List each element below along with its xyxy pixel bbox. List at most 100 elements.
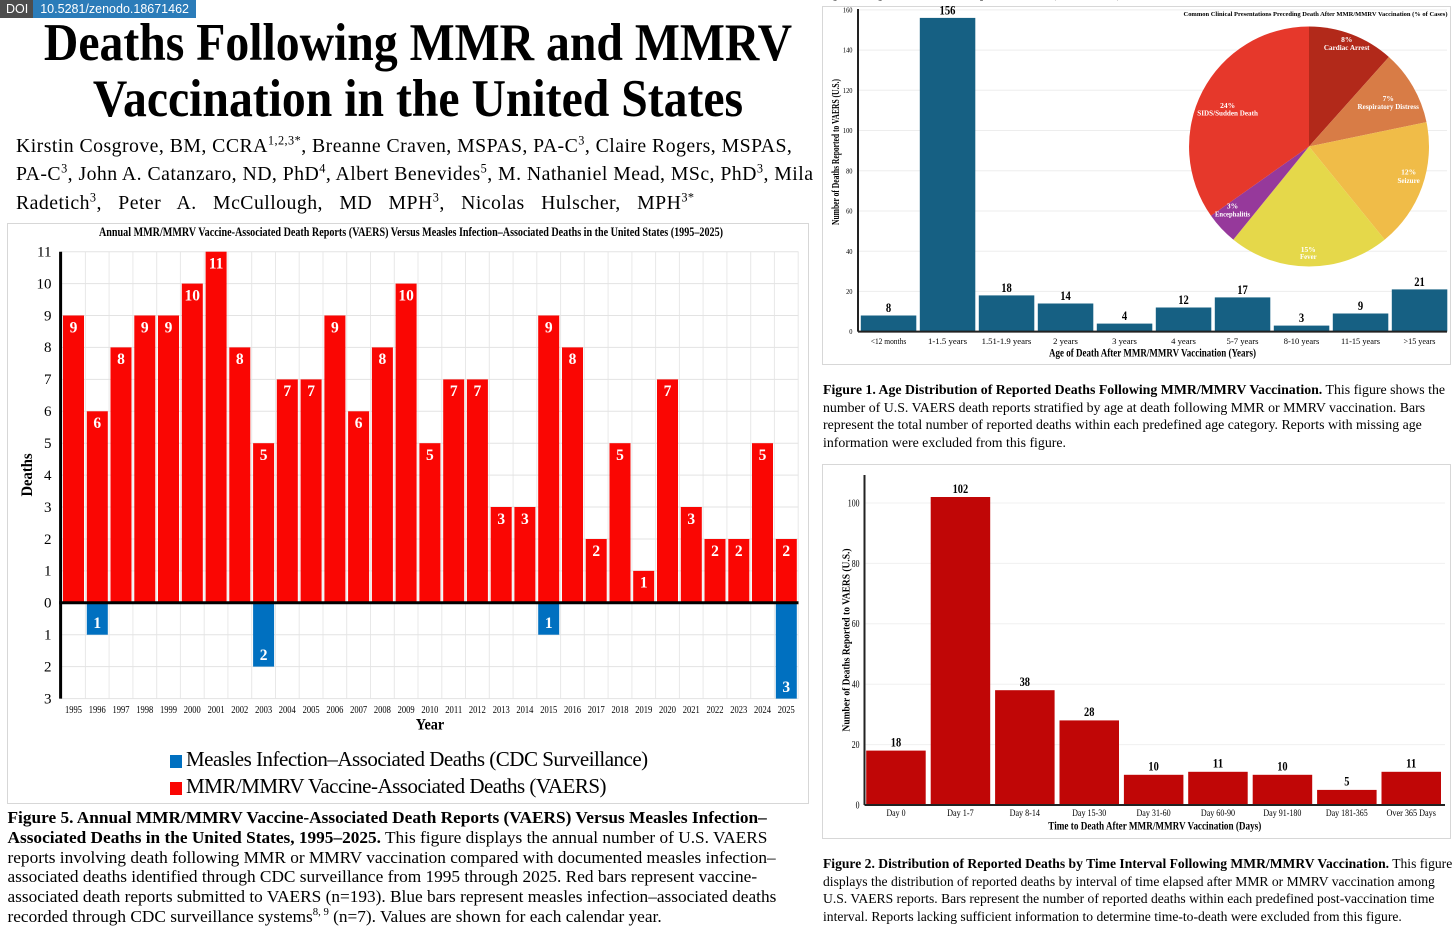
svg-text:8: 8 [569,351,577,368]
svg-text:2008: 2008 [374,705,391,716]
svg-text:Number of Deaths Reported to V: Number of Deaths Reported to VAERS (U.S.… [841,548,853,731]
svg-text:Fever: Fever [1300,252,1317,261]
svg-text:2020: 2020 [659,705,676,716]
svg-text:5: 5 [1344,775,1349,789]
svg-text:2 years: 2 years [1053,336,1078,346]
svg-text:18: 18 [891,735,901,749]
svg-text:9: 9 [331,319,339,336]
svg-text:102: 102 [953,482,969,496]
svg-text:6: 6 [355,415,363,432]
svg-text:2000: 2000 [184,705,201,716]
svg-text:7: 7 [474,383,482,400]
svg-text:1: 1 [93,615,101,632]
svg-text:2018: 2018 [612,705,629,716]
svg-text:8: 8 [886,301,891,315]
svg-text:11: 11 [209,256,224,273]
svg-text:60: 60 [852,619,860,630]
svg-text:2001: 2001 [208,705,225,716]
svg-text:2015: 2015 [540,705,557,716]
svg-text:15%: 15% [1301,245,1316,254]
svg-text:7: 7 [307,383,315,400]
svg-text:100: 100 [848,498,860,509]
svg-text:5: 5 [44,436,52,452]
svg-text:Cardiac Arrest: Cardiac Arrest [1324,43,1370,52]
svg-text:2017: 2017 [588,705,605,716]
svg-text:2025: 2025 [778,705,795,716]
svg-text:Day 181-365: Day 181-365 [1326,808,1368,818]
svg-text:5: 5 [616,447,624,464]
svg-text:1: 1 [545,615,553,632]
svg-text:7: 7 [450,383,458,400]
svg-text:Day 60-90: Day 60-90 [1201,808,1236,818]
svg-text:2011: 2011 [445,705,462,716]
svg-text:80: 80 [846,166,852,175]
svg-text:0: 0 [856,800,860,811]
svg-text:3: 3 [782,679,790,696]
svg-text:>15 years: >15 years [1404,336,1436,346]
svg-text:2009: 2009 [398,705,415,716]
svg-text:1996: 1996 [89,705,106,716]
svg-text:156: 156 [940,6,956,17]
svg-text:Deaths: Deaths [19,454,36,497]
svg-text:4: 4 [44,468,52,484]
svg-text:3: 3 [687,511,695,528]
svg-text:2: 2 [44,659,52,675]
svg-text:1995: 1995 [65,705,82,716]
svg-text:6: 6 [93,415,101,432]
svg-text:Day 15-30: Day 15-30 [1072,808,1107,818]
svg-text:3: 3 [1299,311,1304,325]
svg-text:1998: 1998 [136,705,153,716]
svg-text:40: 40 [846,247,852,256]
svg-text:160: 160 [843,6,853,15]
svg-text:11: 11 [37,245,51,261]
svg-text:5: 5 [426,447,434,464]
svg-text:Number of Deaths Reported to V: Number of Deaths Reported to VAERS (U.S.… [831,79,842,225]
svg-text:<12 months: <12 months [871,336,907,346]
svg-text:Time to Death After MMR/MMRV V: Time to Death After MMR/MMRV Vaccination… [1048,820,1261,832]
svg-text:7: 7 [664,383,672,400]
svg-text:8: 8 [117,351,125,368]
svg-text:7%: 7% [1383,94,1394,103]
svg-text:1999: 1999 [160,705,177,716]
svg-text:Day 8-14: Day 8-14 [1010,808,1041,818]
svg-text:8: 8 [236,351,244,368]
svg-text:Annual MMR/MMRV Vaccine-Associ: Annual MMR/MMRV Vaccine-Associated Death… [99,225,723,239]
svg-text:18: 18 [1001,281,1012,295]
svg-text:3%: 3% [1227,202,1238,211]
svg-text:9: 9 [165,319,173,336]
svg-text:10: 10 [1148,760,1158,774]
svg-text:Respiratory Distress: Respiratory Distress [1358,102,1419,111]
svg-text:Day 1-7: Day 1-7 [947,808,974,818]
svg-text:11-15 years: 11-15 years [1341,336,1381,346]
svg-text:Encephalitis: Encephalitis [1215,210,1250,219]
svg-text:0: 0 [849,327,852,336]
svg-text:10: 10 [185,287,201,304]
svg-text:1: 1 [640,575,648,592]
svg-text:1.51-1.9 years: 1.51-1.9 years [982,336,1032,346]
svg-text:60: 60 [846,207,852,216]
svg-text:2019: 2019 [635,705,652,716]
svg-text:9: 9 [70,319,78,336]
svg-text:2004: 2004 [279,705,296,716]
svg-text:8%: 8% [1341,35,1352,44]
svg-text:6: 6 [44,404,52,420]
svg-text:5-7 years: 5-7 years [1227,336,1259,346]
svg-text:14: 14 [1060,289,1071,303]
svg-text:7: 7 [283,383,291,400]
svg-text:1: 1 [44,564,52,580]
svg-text:Over 365 Days: Over 365 Days [1387,808,1437,818]
svg-text:8-10 years: 8-10 years [1284,336,1320,346]
svg-text:Day 31-60: Day 31-60 [1137,808,1172,818]
svg-text:2007: 2007 [350,705,367,716]
svg-text:Year: Year [416,716,445,733]
svg-text:11: 11 [1213,757,1223,771]
svg-text:1-1.5 years: 1-1.5 years [928,336,968,346]
svg-text:7: 7 [44,372,52,388]
svg-text:10: 10 [398,287,414,304]
svg-text:38: 38 [1020,675,1030,689]
svg-text:4: 4 [1122,309,1128,323]
svg-text:3: 3 [44,500,52,516]
svg-text:2021: 2021 [683,705,700,716]
svg-text:40: 40 [852,680,860,691]
svg-text:1997: 1997 [113,705,130,716]
